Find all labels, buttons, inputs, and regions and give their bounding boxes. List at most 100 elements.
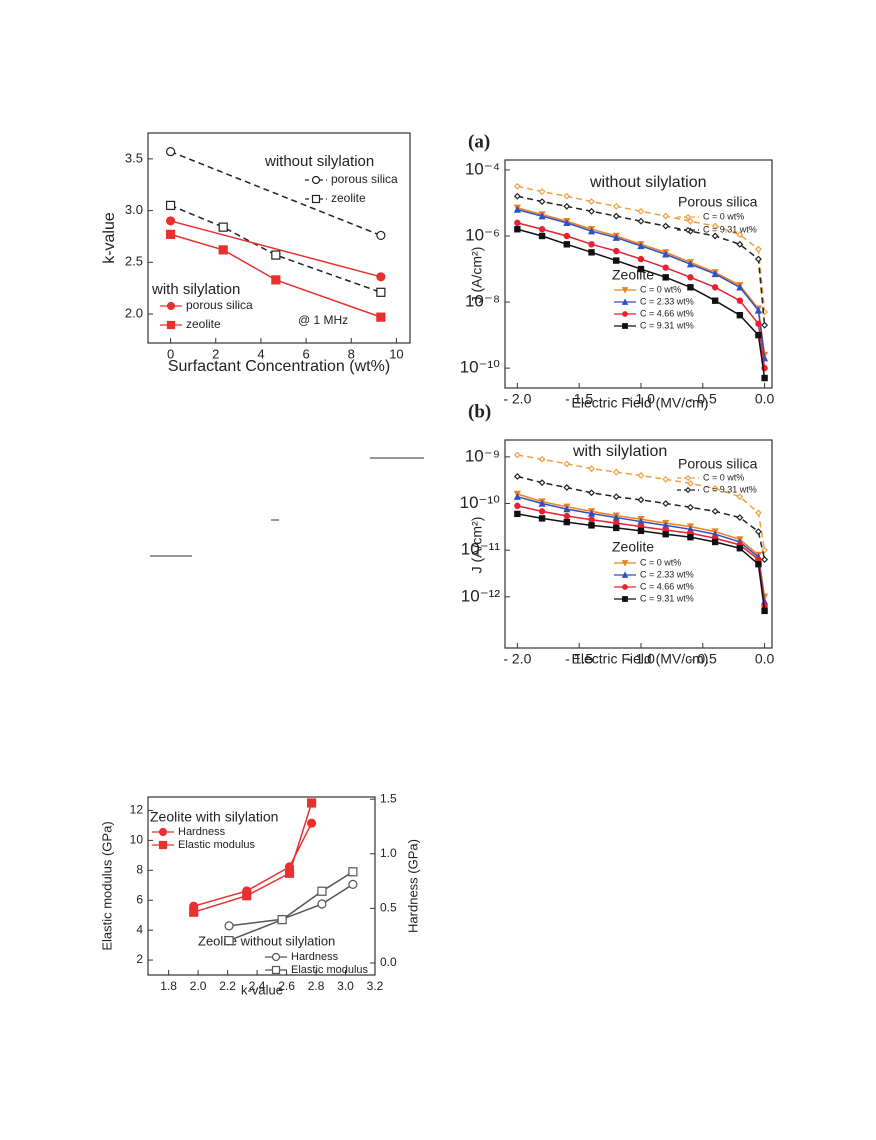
marker [311, 194, 321, 204]
marker [513, 205, 521, 213]
x-axis-label: Electric Field (MV/cm) [572, 395, 709, 411]
x-tick-label: - 2.0 [503, 651, 531, 667]
marker [754, 255, 762, 263]
marker [538, 212, 546, 220]
y-tick-label: 2.0 [125, 305, 143, 320]
y-tick-label: 2.5 [125, 254, 143, 269]
x-axis-label: k-value [241, 982, 283, 997]
series-line [517, 185, 766, 313]
marker [514, 502, 521, 510]
y-tick-label: 8 [136, 862, 143, 876]
marker [166, 301, 176, 311]
legend-label: C = 0 wt% [640, 557, 681, 567]
annotation: Zeolite with silylation [150, 809, 278, 825]
marker [538, 508, 546, 515]
marker [563, 484, 571, 492]
marker [622, 596, 628, 602]
marker [588, 489, 595, 497]
x-tick-label: 2.0 [190, 979, 207, 993]
marker [662, 212, 670, 220]
marker [538, 515, 546, 522]
y2-tick-label: 1.5 [380, 791, 397, 805]
marker [563, 460, 571, 468]
chart: 1.8 2.0 2.2 2.4 2.6 2.8 3.0 3.2 2 4 6 8 10 12 0.0 0.5 1.… [99, 791, 420, 997]
legend-label: C = 9.31 wt% [703, 484, 757, 494]
marker [687, 274, 694, 281]
marker [563, 241, 571, 248]
marker [755, 320, 762, 327]
marker [662, 250, 670, 258]
marker [165, 147, 176, 157]
series-line [228, 871, 354, 942]
marker [736, 231, 744, 239]
x-tick-label: 0.0 [755, 391, 775, 407]
marker [754, 528, 762, 536]
marker [754, 245, 762, 253]
marker [736, 297, 744, 304]
series-line [517, 222, 766, 369]
marker [587, 509, 596, 517]
marker [165, 200, 176, 211]
marker [588, 241, 595, 248]
marker [563, 202, 571, 210]
marker [612, 212, 620, 220]
marker [755, 331, 762, 339]
marker [514, 226, 521, 233]
legend-label: C = 0 wt% [703, 211, 744, 221]
marker [711, 284, 719, 291]
x-tick-label: 3.2 [367, 979, 384, 993]
annotation: Porous silica [678, 194, 758, 210]
marker [684, 474, 692, 482]
chart: - 2.0 - 1.5 - 1.0 - 0.5 0.0 10⁻⁴ 10⁻⁶ 10⁻⁸ 10⁻¹⁰… [460, 131, 775, 410]
marker [736, 493, 744, 501]
marker [613, 524, 620, 532]
y2-axis-label: Hardness (GPa) [405, 839, 420, 933]
y-axis-label: k-value [101, 212, 118, 264]
marker [588, 516, 595, 523]
marker [563, 218, 571, 227]
marker [588, 198, 595, 206]
chart: 0 2 4 6 8 10 2.0 2.5 3.0 3.5 Surfactant Concentrat… [101, 132, 411, 375]
legend-label: porous silica [331, 172, 398, 186]
series-line [517, 493, 766, 597]
marker [588, 249, 595, 256]
x-tick-label: 2 [212, 346, 219, 361]
marker [621, 298, 629, 305]
x-tick-label: 1.8 [160, 979, 177, 993]
annotation: without silylation [589, 174, 707, 191]
marker [284, 868, 295, 878]
marker [754, 306, 762, 314]
series-line [517, 207, 766, 356]
marker [662, 500, 670, 507]
x-tick-label: 8 [348, 346, 355, 361]
x-tick-label: 2.4 [249, 979, 266, 993]
y-axis-label: J (A/cm²) [469, 247, 485, 304]
legend-label: Hardness [178, 826, 226, 838]
marker [612, 493, 620, 501]
marker [711, 297, 719, 304]
x-tick-label: - 1.5 [565, 391, 593, 407]
y-tick-label: 10⁻⁶ [465, 225, 500, 244]
series-line [517, 195, 766, 326]
marker [761, 546, 769, 554]
marker [376, 312, 386, 322]
marker [189, 907, 199, 917]
legend-label: C = 9.31 wt% [640, 593, 694, 603]
marker [687, 533, 694, 541]
marker [158, 827, 168, 837]
marker [317, 899, 327, 909]
y-tick-label: 3.0 [125, 202, 143, 217]
marker [271, 965, 281, 975]
marker [277, 915, 287, 925]
x-tick-label: - 1.5 [565, 651, 593, 667]
marker [218, 222, 228, 232]
marker [563, 518, 571, 526]
marker [622, 323, 628, 329]
marker [307, 798, 317, 808]
legend-label: C = 2.33 wt% [640, 569, 694, 579]
marker [224, 935, 234, 946]
marker [687, 284, 694, 291]
marker [711, 485, 719, 492]
legend-label: C = 4.66 wt% [640, 308, 694, 318]
